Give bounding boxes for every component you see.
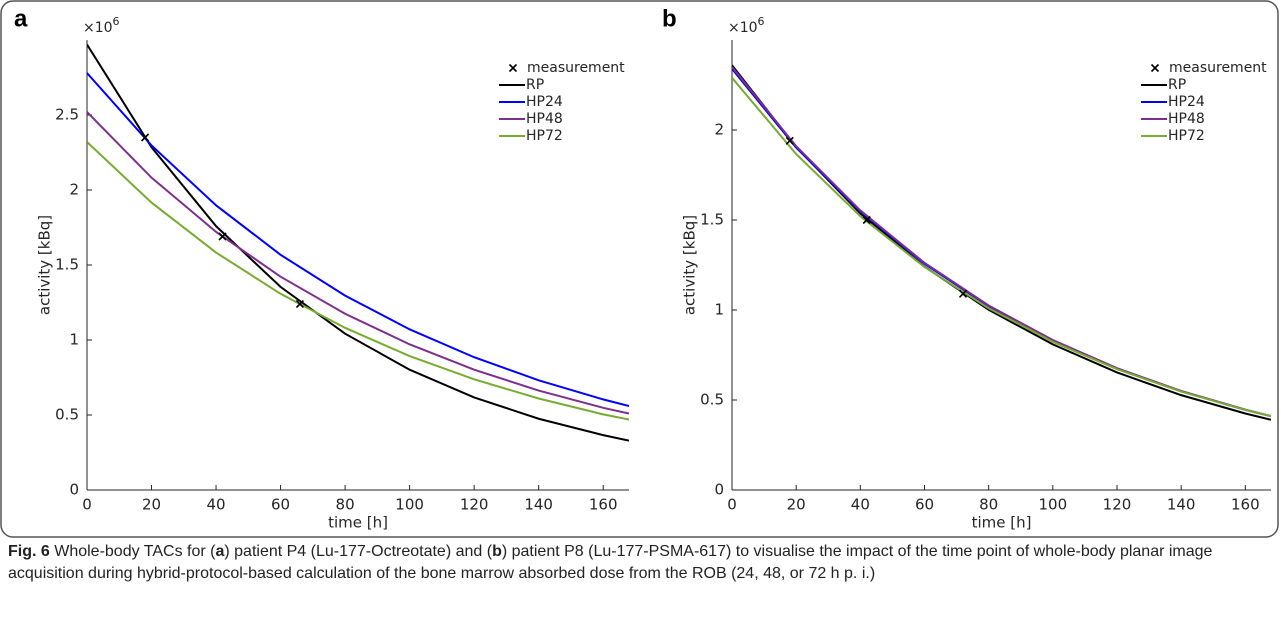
x-tick-label: 100 (395, 496, 424, 514)
x-tick-label: 100 (1039, 496, 1068, 514)
y-tick-label: 1.5 (55, 256, 79, 274)
x-tick-label: 40 (207, 496, 226, 514)
legend-label: measurement (527, 60, 625, 76)
x-tick-label: 160 (1231, 496, 1260, 514)
x-tick-label: 60 (271, 496, 290, 514)
y-tick-label: 0.5 (700, 391, 724, 409)
y-scale-base: ×10 (728, 20, 758, 36)
legend-label: HP24 (1168, 94, 1205, 110)
caption-text: b (492, 543, 502, 560)
measurement-marker (862, 215, 871, 225)
measurement-marker (295, 299, 304, 309)
series-line (732, 77, 1271, 418)
legend-marker (1150, 63, 1160, 73)
series-line (87, 72, 629, 407)
legend-label: HP48 (1168, 111, 1205, 127)
x-axis-label: time [h] (972, 514, 1032, 532)
series-line (87, 141, 629, 421)
x-tick-label: 140 (524, 496, 553, 514)
y-scale-exponent: 6 (113, 15, 120, 28)
y-tick-label: 1.5 (700, 211, 724, 229)
x-tick-label: 20 (142, 496, 161, 514)
legend-label: HP72 (526, 128, 563, 144)
legend-marker (508, 63, 518, 73)
measurement-marker (958, 289, 968, 298)
x-tick-label: 20 (787, 496, 806, 514)
legend-label: measurement (1169, 60, 1267, 76)
x-tick-label: 160 (589, 496, 618, 514)
legend-label: HP48 (526, 111, 563, 127)
legend-label: HP24 (526, 94, 563, 110)
x-tick-label: 60 (915, 496, 934, 514)
y-tick-label: 0 (714, 481, 724, 499)
x-tick-label: 0 (727, 496, 737, 514)
x-axis-label: time [h] (328, 514, 388, 532)
legend-label: HP72 (1168, 128, 1205, 144)
y-tick-label: 1 (69, 331, 79, 349)
caption-text: ) patient P4 (Lu-177-Octreotate) and ( (224, 543, 493, 560)
y-scale-exponent: 6 (758, 15, 765, 28)
caption-text: Whole-body TACs for ( (49, 543, 216, 560)
x-tick-label: 120 (1103, 496, 1132, 514)
measurement-marker (141, 133, 150, 142)
measurement-marker (218, 232, 227, 241)
x-tick-label: 140 (1167, 496, 1196, 514)
caption: Fig. 6 Whole-body TACs for (a) patient P… (8, 541, 1274, 584)
legend-label: RP (526, 77, 544, 93)
figure-frame (0, 0, 1279, 538)
y-axis-label: activity [kBq] (681, 215, 699, 315)
panel-label: b (662, 5, 677, 32)
y-tick-label: 2 (69, 181, 79, 199)
y-scale-label: ×106 (728, 15, 765, 36)
y-tick-label: 0 (69, 481, 79, 499)
x-tick-label: 40 (851, 496, 870, 514)
caption-label: Fig. 6 (8, 543, 50, 560)
x-tick-label: 80 (979, 496, 998, 514)
caption-text: ) patient P8 (Lu-177-PSMA-617) to visual… (8, 543, 1213, 582)
caption-text: a (215, 543, 225, 560)
x-tick-label: 80 (336, 496, 355, 514)
y-tick-label: 2 (714, 121, 724, 139)
x-tick-label: 0 (82, 496, 92, 514)
y-tick-label: 0.5 (55, 406, 79, 424)
y-tick-label: 1 (714, 301, 724, 319)
y-axis-label: activity [kBq] (36, 215, 54, 315)
y-scale-base: ×10 (83, 20, 113, 36)
series-line (87, 43, 629, 442)
measurement-marker (785, 136, 794, 145)
panel-label: a (14, 5, 28, 32)
y-tick-label: 2.5 (55, 106, 79, 124)
legend-label: RP (1168, 77, 1186, 93)
y-scale-label: ×106 (83, 15, 120, 36)
series-line (87, 111, 629, 415)
x-tick-label: 120 (460, 496, 489, 514)
